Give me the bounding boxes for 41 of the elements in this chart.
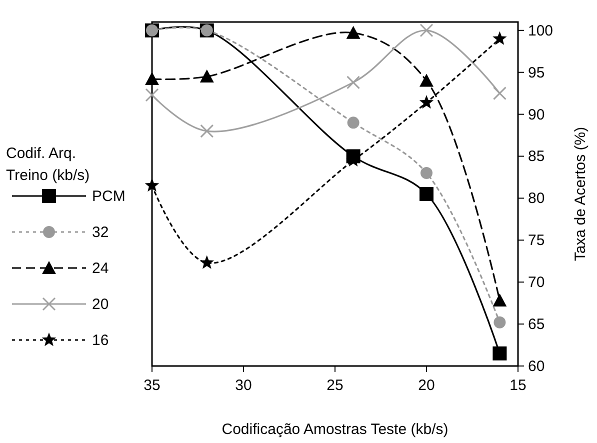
x-tick-label: 15 — [510, 377, 526, 394]
point — [492, 31, 507, 45]
point — [347, 116, 360, 129]
point — [144, 178, 160, 192]
point — [346, 76, 360, 90]
y-tick-label: 65 — [528, 316, 545, 334]
point — [200, 124, 214, 138]
x-axis-title: Codificação Amostras Teste (kb/s) — [222, 421, 448, 438]
point — [145, 88, 159, 102]
x-tick-label: 25 — [326, 377, 344, 394]
legend-title: Codif. Arq. Treino (kb/s) — [6, 145, 90, 184]
y-tick-label: 75 — [528, 232, 545, 250]
point — [420, 167, 432, 180]
legend-label: 32 — [92, 224, 109, 241]
y-tick-label: 60 — [528, 358, 545, 375]
x-tick-label: 35 — [144, 377, 160, 394]
point — [346, 26, 360, 39]
point — [419, 95, 434, 109]
point — [492, 86, 506, 100]
y-tick-label: 100 — [528, 22, 554, 40]
point — [420, 74, 434, 87]
y-tick-label: 80 — [528, 190, 545, 208]
legend-label: 24 — [92, 260, 109, 277]
point — [492, 294, 507, 307]
x-tick-label: 20 — [418, 377, 435, 394]
point — [492, 346, 507, 360]
y-tick-label: 95 — [528, 64, 545, 82]
point — [200, 70, 214, 83]
point — [420, 24, 434, 38]
point — [145, 72, 159, 86]
y-axis-title: Taxa de Acertos (%) — [572, 126, 589, 262]
point — [494, 316, 506, 328]
legend-label: PCM — [92, 188, 126, 205]
point — [200, 255, 214, 269]
x-tick-label: 30 — [235, 377, 252, 394]
y-tick-label: 90 — [528, 106, 545, 124]
legend-label: 16 — [92, 332, 109, 349]
point — [420, 187, 434, 201]
y-tick-label: 70 — [528, 274, 545, 292]
y-tick-label: 85 — [528, 148, 545, 166]
legend-label: 20 — [92, 296, 109, 313]
